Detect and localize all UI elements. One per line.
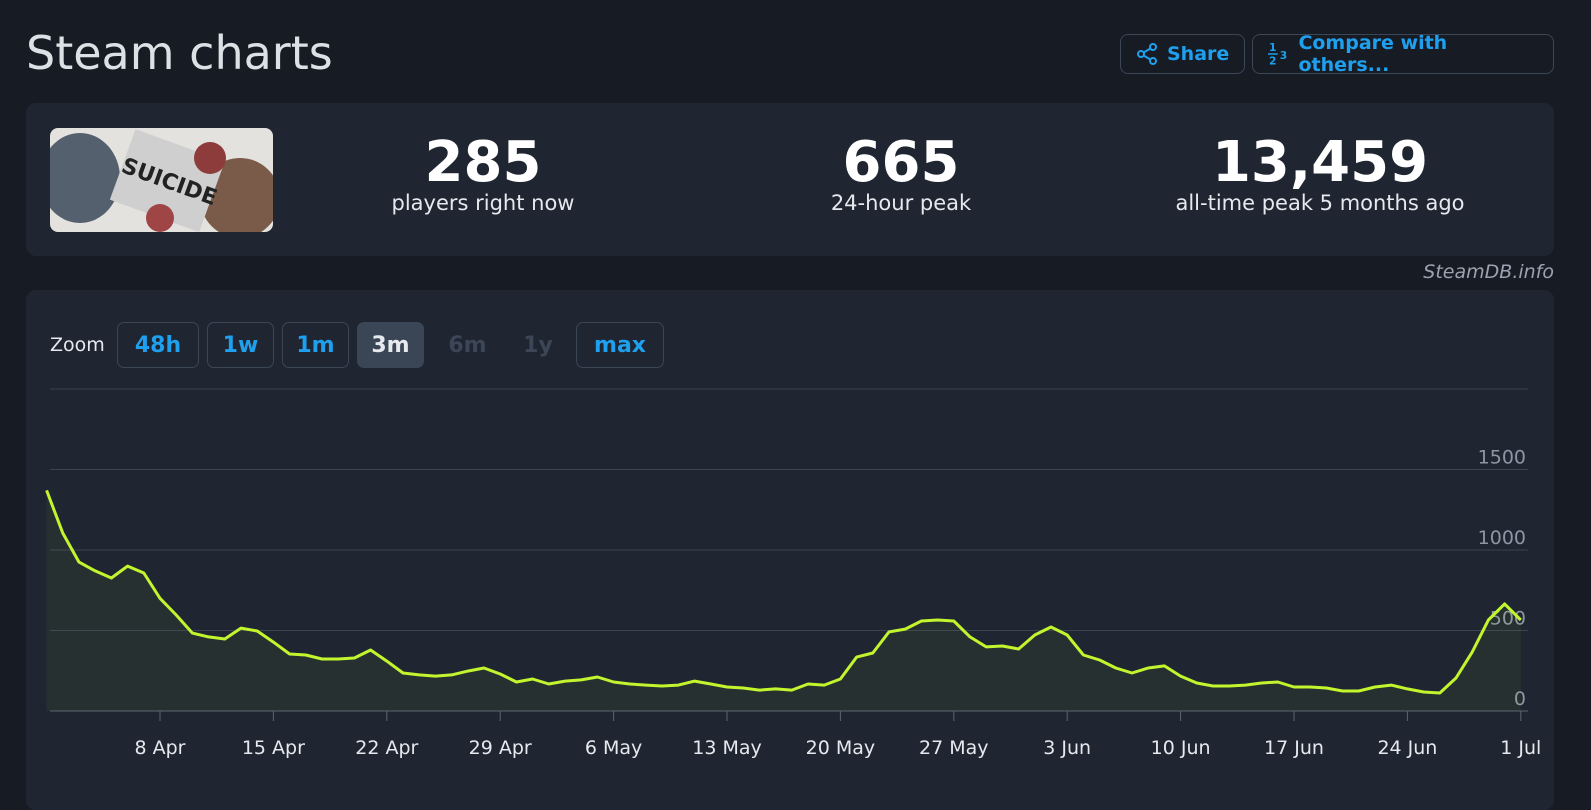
stat-value: 285 bbox=[424, 130, 542, 195]
x-tick-label: 3 Jun bbox=[1043, 737, 1091, 759]
y-tick-label: 0 bbox=[1514, 688, 1526, 710]
stat: 285 players right now bbox=[283, 130, 683, 216]
line bbox=[45, 489, 1522, 695]
stat-value: 665 bbox=[842, 130, 960, 195]
x-tick-label: 8 Apr bbox=[135, 737, 186, 759]
x-tick-label: 20 May bbox=[806, 737, 876, 759]
zoom-button[interactable]: 48h bbox=[117, 322, 199, 368]
share-icon bbox=[1137, 43, 1157, 65]
x-tick-label: 13 May bbox=[692, 737, 762, 759]
x-tick-label: 27 May bbox=[919, 737, 989, 759]
zoom-button[interactable]: max bbox=[576, 322, 664, 368]
zoom-button[interactable]: 1m bbox=[282, 322, 349, 368]
y-tick-label: 1500 bbox=[1478, 447, 1526, 469]
line-area bbox=[46, 490, 1521, 711]
svg-text:1: 1 bbox=[1269, 41, 1276, 54]
x-tick-label: 29 Apr bbox=[469, 737, 532, 759]
stat-label: 24-hour peak bbox=[830, 191, 972, 215]
zoom-label: Zoom bbox=[50, 334, 105, 356]
stat: 665 24-hour peak bbox=[701, 130, 1101, 216]
x-tick-label: 17 Jun bbox=[1264, 737, 1324, 759]
y-tick-label: 1000 bbox=[1478, 527, 1526, 549]
game-image: SUICIDE bbox=[50, 128, 273, 232]
share-button[interactable]: Share bbox=[1120, 34, 1245, 74]
share-label: Share bbox=[1167, 43, 1230, 65]
zoom-button: 6m bbox=[448, 332, 487, 358]
stat-label: all-time peak 5 months ago bbox=[1175, 191, 1465, 215]
compare-label: Compare with others... bbox=[1298, 32, 1448, 76]
summary-card bbox=[26, 103, 1554, 256]
page-title: Steam charts bbox=[26, 26, 333, 80]
chart: 0 500 1000 1500 8 Apr 15 Apr 22 Apr 29 Apr 6 May… bbox=[45, 388, 1541, 759]
zoom-button[interactable]: 3m bbox=[357, 322, 424, 368]
x-tick-label: 1 Jul bbox=[1500, 737, 1541, 759]
credit: SteamDB.info bbox=[1423, 261, 1554, 283]
x-tick-label: 24 Jun bbox=[1377, 737, 1437, 759]
x-tick-label: 6 May bbox=[585, 737, 642, 759]
x-tick-label: 15 Apr bbox=[242, 737, 305, 759]
compare-icon: 12 3 bbox=[1267, 41, 1287, 67]
stat-label: players right now bbox=[391, 191, 575, 215]
svg-text:3: 3 bbox=[1280, 49, 1287, 62]
stat: 13,459 all-time peak 5 months ago bbox=[1120, 130, 1520, 216]
x-tick-label: 10 Jun bbox=[1151, 737, 1211, 759]
y-tick-label: 500 bbox=[1490, 608, 1526, 630]
stat-value: 13,459 bbox=[1211, 130, 1429, 195]
svg-text:2: 2 bbox=[1269, 55, 1276, 67]
x-tick-label: 22 Apr bbox=[355, 737, 418, 759]
zoom-button: 1y bbox=[523, 332, 553, 358]
zoom-button[interactable]: 1w bbox=[207, 322, 274, 368]
